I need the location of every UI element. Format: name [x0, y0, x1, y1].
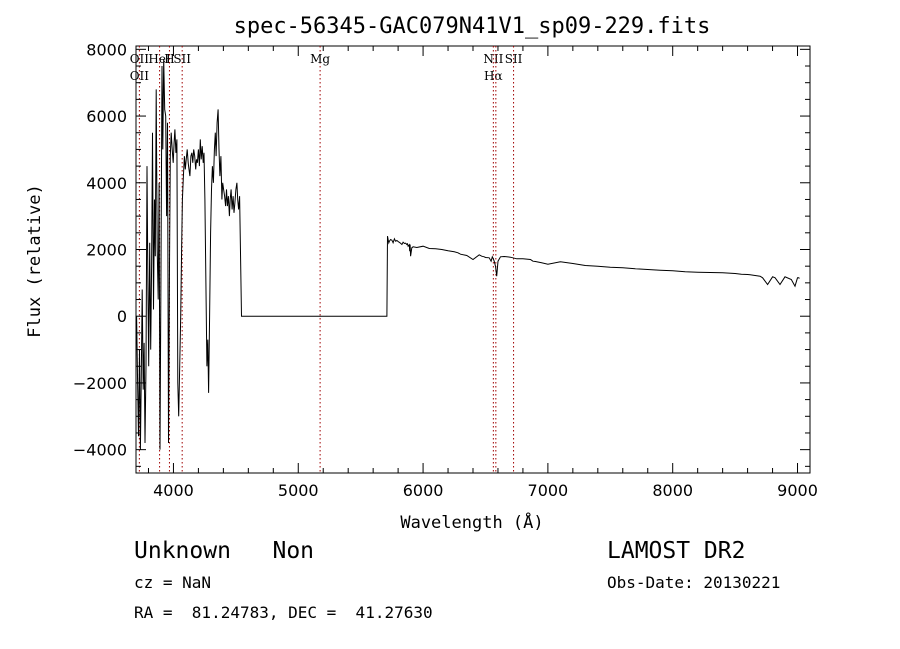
line-label: Hα [484, 69, 503, 83]
chart-title: spec-56345-GAC079N41V1_sp09-229.fits [234, 14, 711, 39]
line-label: OII [130, 69, 150, 83]
y-tick-label: 8000 [86, 40, 127, 59]
x-axis-label: Wavelength (Å) [400, 511, 543, 533]
y-tick-label: 0 [117, 307, 127, 326]
y-tick-label: −2000 [73, 374, 127, 393]
line-label: OII [130, 52, 150, 66]
ra-dec-coordinates: RA = 81.24783, DEC = 41.27630 [134, 603, 433, 622]
x-tick-label: 5000 [278, 481, 319, 500]
line-label: H [164, 52, 174, 66]
survey-name: LAMOST DR2 [607, 538, 746, 564]
y-tick-label: 2000 [86, 240, 127, 259]
x-tick-label: 6000 [403, 481, 444, 500]
spectrum-plot: spec-56345-GAC079N41V1_sp09-229.fits OII… [25, 14, 818, 533]
observation-date: Obs-Date: 20130221 [607, 573, 781, 592]
spectrum-line [136, 59, 800, 450]
line-label: SII [505, 52, 523, 66]
line-label: NII [483, 52, 503, 66]
object-class: Unknown Non [134, 538, 315, 564]
axis-ticks: 4000 5000 6000 7000 8000 9000 −4000 −2000 0 2000 4… [73, 40, 818, 500]
line-label: SII [173, 52, 191, 66]
x-tick-label: 7000 [528, 481, 569, 500]
x-tick-label: 9000 [777, 481, 818, 500]
y-tick-label: −4000 [73, 441, 127, 460]
y-axis-label: Flux (relative) [25, 184, 45, 338]
line-label: Mg [310, 52, 330, 66]
x-tick-label: 4000 [153, 481, 194, 500]
y-tick-label: 6000 [86, 107, 127, 126]
redshift-cz: cz = NaN [134, 573, 212, 592]
line-label: HeI [148, 52, 171, 66]
y-tick-label: 4000 [86, 174, 127, 193]
x-tick-label: 8000 [652, 481, 693, 500]
